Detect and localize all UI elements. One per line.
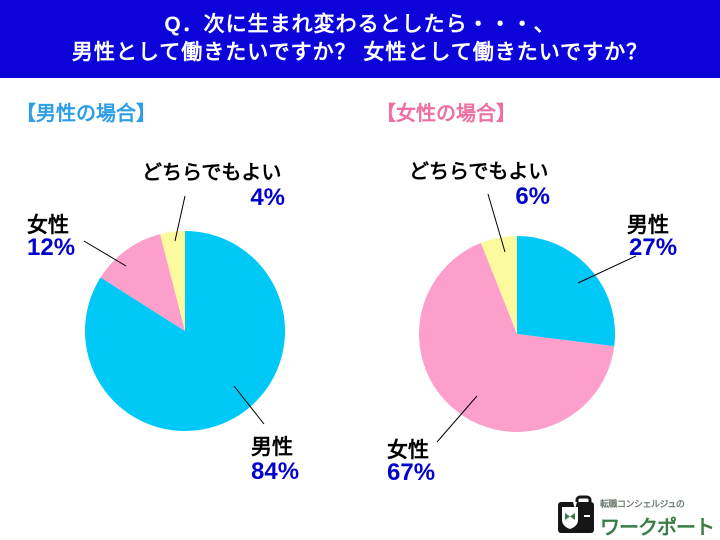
logo-brand: ワークポート bbox=[600, 517, 715, 539]
male-case-pie bbox=[85, 231, 285, 432]
pie-slice-female bbox=[419, 242, 615, 432]
right-female-label: 女性 bbox=[387, 439, 429, 462]
leader-right-male bbox=[577, 255, 637, 284]
left-female-label: 女性 bbox=[27, 214, 69, 237]
leader-left-either bbox=[174, 195, 186, 242]
left-male-label: 男性 bbox=[251, 436, 293, 459]
right-either-label: どちらでもよい bbox=[409, 161, 549, 183]
female-case-title: 【女性の場合】 bbox=[376, 103, 516, 125]
question-line2: 男性として働きたいですか？ 女性として働きたいですか？ bbox=[71, 41, 649, 64]
question-line1: Q．次に生まれ変わるとしたら・・・、 bbox=[164, 13, 556, 36]
right-male-label: 男性 bbox=[627, 214, 669, 237]
female-case-pie bbox=[419, 236, 615, 432]
left-either-pct: 4% bbox=[250, 184, 285, 211]
right-female-pct: 67% bbox=[387, 459, 436, 486]
left-either-label: どちらでもよい bbox=[142, 162, 282, 184]
male-case-title: 【男性の場合】 bbox=[16, 103, 156, 125]
pie-slice-female bbox=[100, 234, 185, 331]
question-header: Q．次に生まれ変わるとしたら・・・、 男性として働きたいですか？ 女性として働き… bbox=[0, 0, 720, 78]
logo-text: 転職コンシェルジュの ワークポート bbox=[600, 495, 715, 540]
pie-slice-male bbox=[517, 236, 615, 347]
briefcase-suit-icon bbox=[558, 495, 594, 533]
left-female-pct: 12% bbox=[27, 234, 76, 261]
leader-right-either bbox=[487, 193, 506, 253]
leader-left-male bbox=[233, 385, 265, 425]
leader-lines bbox=[83, 193, 637, 443]
right-either-pct: 6% bbox=[515, 183, 550, 210]
leader-left-female bbox=[83, 240, 127, 267]
leader-right-female bbox=[436, 395, 478, 443]
right-male-pct: 27% bbox=[629, 234, 678, 261]
workport-logo: 転職コンシェルジュの ワークポート bbox=[556, 495, 720, 540]
pie-slice-either bbox=[480, 236, 517, 334]
pie-slice-either bbox=[160, 231, 185, 331]
left-male-pct: 84% bbox=[251, 458, 300, 485]
logo-tagline: 転職コンシェルジュの bbox=[600, 499, 685, 509]
